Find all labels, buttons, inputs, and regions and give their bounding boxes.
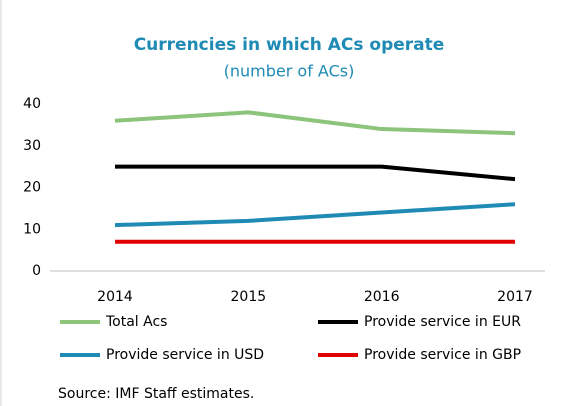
series-line <box>114 202 516 228</box>
source-note: Source: IMF Staff estimates. <box>58 386 254 402</box>
y-tick-label: 40 <box>23 96 41 112</box>
y-tick-label: 10 <box>23 221 41 237</box>
x-tick-label: 2016 <box>364 289 400 305</box>
series-line <box>114 110 516 136</box>
legend-label: Provide service in GBP <box>364 347 521 363</box>
y-tick-label: 30 <box>23 138 41 154</box>
x-tick-label: 2017 <box>497 289 533 305</box>
x-tick-label: 2015 <box>231 289 267 305</box>
legend-label: Provide service in USD <box>106 347 264 363</box>
y-tick-label: 0 <box>32 263 41 279</box>
x-tick-label: 2014 <box>97 289 133 305</box>
chart-subtitle: (number of ACs) <box>224 62 355 81</box>
chart-title: Currencies in which ACs operate <box>134 35 445 55</box>
series-line <box>115 164 516 182</box>
legend-label: Provide service in EUR <box>364 314 521 330</box>
legend-label: Total Acs <box>105 314 167 330</box>
y-tick-label: 20 <box>23 180 41 196</box>
